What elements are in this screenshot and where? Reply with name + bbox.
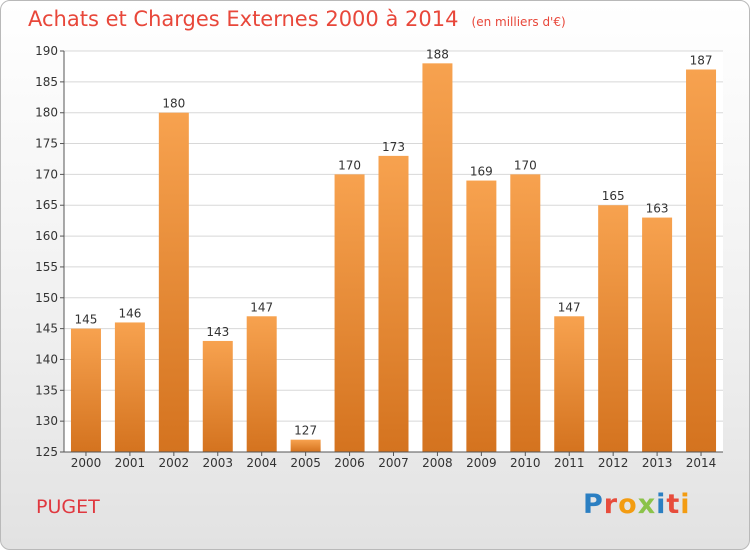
bar-value-label: 169 bbox=[470, 165, 493, 179]
bar-value-label: 188 bbox=[426, 47, 449, 61]
x-tick-label: 2004 bbox=[246, 456, 277, 470]
bar bbox=[246, 316, 277, 452]
y-tick-label: 165 bbox=[35, 198, 58, 212]
logo-letter: i bbox=[680, 489, 691, 520]
logo-letter: i bbox=[656, 489, 667, 520]
bar-value-label: 163 bbox=[646, 202, 669, 216]
bar bbox=[334, 174, 365, 452]
y-tick-label: 185 bbox=[35, 75, 58, 89]
y-tick-label: 155 bbox=[35, 260, 58, 274]
bar bbox=[158, 112, 189, 452]
y-tick-label: 190 bbox=[35, 44, 58, 58]
bar bbox=[686, 69, 717, 452]
y-tick-label: 140 bbox=[35, 352, 58, 366]
bar-value-label: 165 bbox=[602, 189, 625, 203]
bar bbox=[642, 217, 673, 452]
bar-value-label: 147 bbox=[250, 300, 273, 314]
chart-title-text: Achats et Charges Externes 2000 à 2014 bbox=[28, 7, 459, 31]
x-tick-label: 2007 bbox=[378, 456, 409, 470]
bar bbox=[466, 180, 497, 453]
logo-letter: t bbox=[666, 489, 681, 520]
y-tick-label: 145 bbox=[35, 322, 58, 336]
proxiti-logo: Proxiti bbox=[583, 489, 691, 520]
bar-value-label: 180 bbox=[162, 97, 185, 111]
bar-value-label: 143 bbox=[206, 325, 229, 339]
bar-value-label: 127 bbox=[294, 424, 317, 438]
x-tick-label: 2005 bbox=[290, 456, 321, 470]
x-tick-label: 2011 bbox=[554, 456, 585, 470]
logo-letter: o bbox=[618, 489, 638, 520]
y-tick-label: 130 bbox=[35, 414, 58, 428]
y-tick-label: 125 bbox=[35, 445, 58, 459]
bar-value-label: 147 bbox=[558, 300, 581, 314]
bar bbox=[510, 174, 541, 452]
location-name: PUGET bbox=[36, 496, 100, 518]
x-tick-label: 2000 bbox=[71, 456, 102, 470]
bar bbox=[114, 322, 145, 452]
x-tick-label: 2012 bbox=[598, 456, 629, 470]
bar bbox=[598, 205, 629, 452]
x-tick-label: 2013 bbox=[642, 456, 673, 470]
x-tick-label: 2014 bbox=[686, 456, 717, 470]
logo-letter: r bbox=[603, 489, 619, 520]
bar-value-label: 146 bbox=[118, 306, 141, 320]
y-tick-label: 160 bbox=[35, 229, 58, 243]
x-tick-label: 2001 bbox=[115, 456, 146, 470]
y-tick-label: 180 bbox=[35, 106, 58, 120]
bar-value-label: 187 bbox=[690, 54, 713, 68]
x-tick-label: 2008 bbox=[422, 456, 453, 470]
x-tick-label: 2010 bbox=[510, 456, 541, 470]
bar-value-label: 173 bbox=[382, 140, 405, 154]
bar bbox=[422, 63, 453, 452]
bar bbox=[378, 155, 409, 452]
x-tick-label: 2002 bbox=[159, 456, 190, 470]
y-tick-label: 175 bbox=[35, 137, 58, 151]
bar-value-label: 145 bbox=[75, 313, 98, 327]
y-tick-label: 170 bbox=[35, 167, 58, 181]
bar-value-label: 170 bbox=[338, 158, 361, 172]
x-tick-label: 2006 bbox=[334, 456, 365, 470]
bar bbox=[70, 328, 101, 452]
bar bbox=[202, 340, 233, 452]
x-tick-label: 2009 bbox=[466, 456, 497, 470]
chart-title: Achats et Charges Externes 2000 à 2014 (… bbox=[28, 7, 566, 31]
bar bbox=[554, 316, 585, 452]
y-tick-label: 135 bbox=[35, 383, 58, 397]
x-tick-label: 2003 bbox=[202, 456, 233, 470]
logo-letter: P bbox=[583, 489, 604, 520]
y-tick-label: 150 bbox=[35, 291, 58, 305]
chart-unit: (en milliers d'€) bbox=[471, 15, 566, 29]
bar bbox=[290, 439, 321, 452]
logo-letter: x bbox=[637, 489, 657, 520]
bar-value-label: 170 bbox=[514, 158, 537, 172]
